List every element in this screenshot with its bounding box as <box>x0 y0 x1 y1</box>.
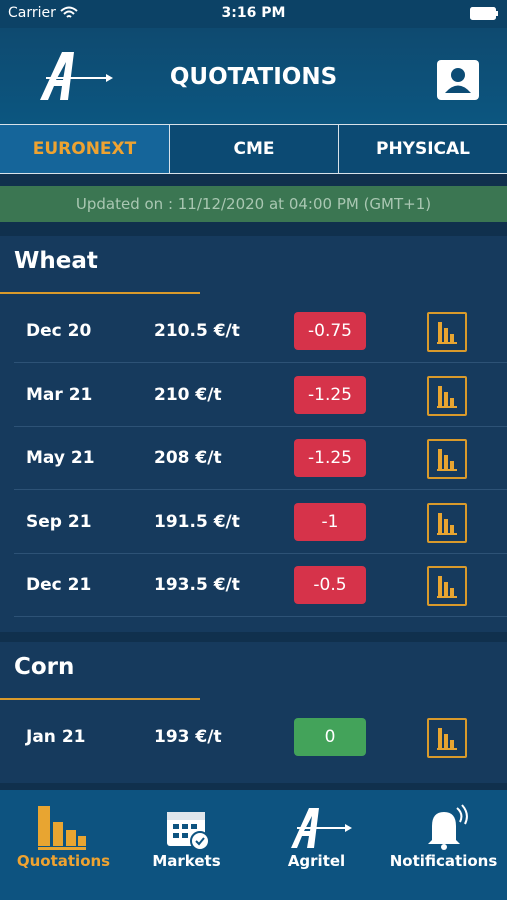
chart-icon <box>437 385 457 408</box>
chart-icon <box>437 322 457 344</box>
section-underline <box>0 697 200 700</box>
price: 191.5 €/t <box>154 511 240 532</box>
wifi-icon <box>60 6 78 18</box>
change-badge: -0.75 <box>294 312 366 350</box>
nav-label: Agritel <box>287 852 346 870</box>
quote-row[interactable]: Dec 21 193.5 €/t -0.5 <box>0 554 507 617</box>
contract-month: Dec 21 <box>26 575 92 595</box>
row-separator <box>14 489 507 490</box>
quote-row[interactable]: Mar 21 210 €/t -1.25 <box>0 364 507 427</box>
section: Corn Jan 21 193 €/t 0 <box>0 641 507 783</box>
chart-button[interactable] <box>427 566 467 606</box>
quote-row[interactable]: Sep 21 191.5 €/t -1 <box>0 491 507 554</box>
contract-month: Sep 21 <box>26 511 92 532</box>
price: 208 €/t <box>154 448 222 468</box>
nav-icon <box>167 812 210 850</box>
chart-icon <box>437 576 457 598</box>
contract-month: Jan 21 <box>26 726 86 747</box>
change-badge: -1 <box>294 502 366 541</box>
change-badge: -1.25 <box>294 375 366 414</box>
contract-month: Dec 20 <box>26 321 92 341</box>
carrier: Carrier <box>8 5 56 21</box>
tab-bar: EURONEXT CME PHYSICAL <box>0 124 507 174</box>
chart-button[interactable] <box>427 439 467 479</box>
chart-icon <box>437 727 457 750</box>
tab[interactable]: CME <box>169 125 338 173</box>
section-title: Corn <box>14 653 75 680</box>
section-underline <box>0 292 200 294</box>
nav-item[interactable]: Agritel <box>253 790 380 900</box>
change-badge: 0 <box>294 717 366 756</box>
quote-row[interactable]: Dec 20 210.5 €/t -0.75 <box>0 300 507 363</box>
bottom-nav: Quotations Markets Agritel Notifications <box>0 790 507 900</box>
nav-icon <box>291 808 352 848</box>
price: 193 €/t <box>154 726 222 747</box>
chart-button[interactable] <box>427 375 467 416</box>
row-separator <box>14 616 507 617</box>
change-badge: -0.5 <box>294 566 366 604</box>
chart-icon <box>437 512 457 535</box>
page-title: QUOTATIONS <box>169 64 338 90</box>
nav-label: Quotations <box>16 852 111 870</box>
nav-icon <box>428 804 468 850</box>
chart-button[interactable] <box>427 717 467 758</box>
battery-icon <box>470 7 498 20</box>
header: QUOTATIONS <box>0 28 507 124</box>
agritel-logo <box>40 52 113 100</box>
tab[interactable]: PHYSICAL <box>338 125 507 173</box>
nav-icon <box>38 806 86 850</box>
quote-row[interactable]: Jan 21 193 €/t 0 <box>0 706 507 769</box>
nav-label: Markets <box>152 852 221 870</box>
updated-banner: Updated on : 11/12/2020 at 04:00 PM (GMT… <box>0 186 507 222</box>
row-separator <box>14 362 507 363</box>
price: 210.5 €/t <box>154 321 240 341</box>
contract-month: May 21 <box>26 448 95 468</box>
price: 193.5 €/t <box>154 575 240 595</box>
section: Wheat Dec 20 210.5 €/t -0.75 Mar 21 210 €/t -1… <box>0 236 507 632</box>
chart-icon <box>437 449 457 471</box>
time: 3:16 PM <box>221 5 286 21</box>
nav-item[interactable]: Quotations <box>0 790 127 900</box>
chart-button[interactable] <box>427 312 467 352</box>
row-separator <box>14 425 507 427</box>
contract-month: Mar 21 <box>26 384 93 405</box>
status-bar: Carrier 3:16 PM <box>0 0 507 28</box>
quote-row[interactable]: May 21 208 €/t -1.25 <box>0 427 507 490</box>
nav-item[interactable]: Markets <box>123 790 250 900</box>
profile-button[interactable] <box>437 60 479 100</box>
nav-label: Notifications <box>389 852 498 870</box>
chart-button[interactable] <box>427 502 467 543</box>
change-badge: -1.25 <box>294 439 366 477</box>
row-separator <box>14 552 507 554</box>
nav-item[interactable]: Notifications <box>380 790 507 900</box>
price: 210 €/t <box>154 384 222 405</box>
section-title: Wheat <box>14 248 98 274</box>
tab[interactable]: EURONEXT <box>0 125 169 173</box>
